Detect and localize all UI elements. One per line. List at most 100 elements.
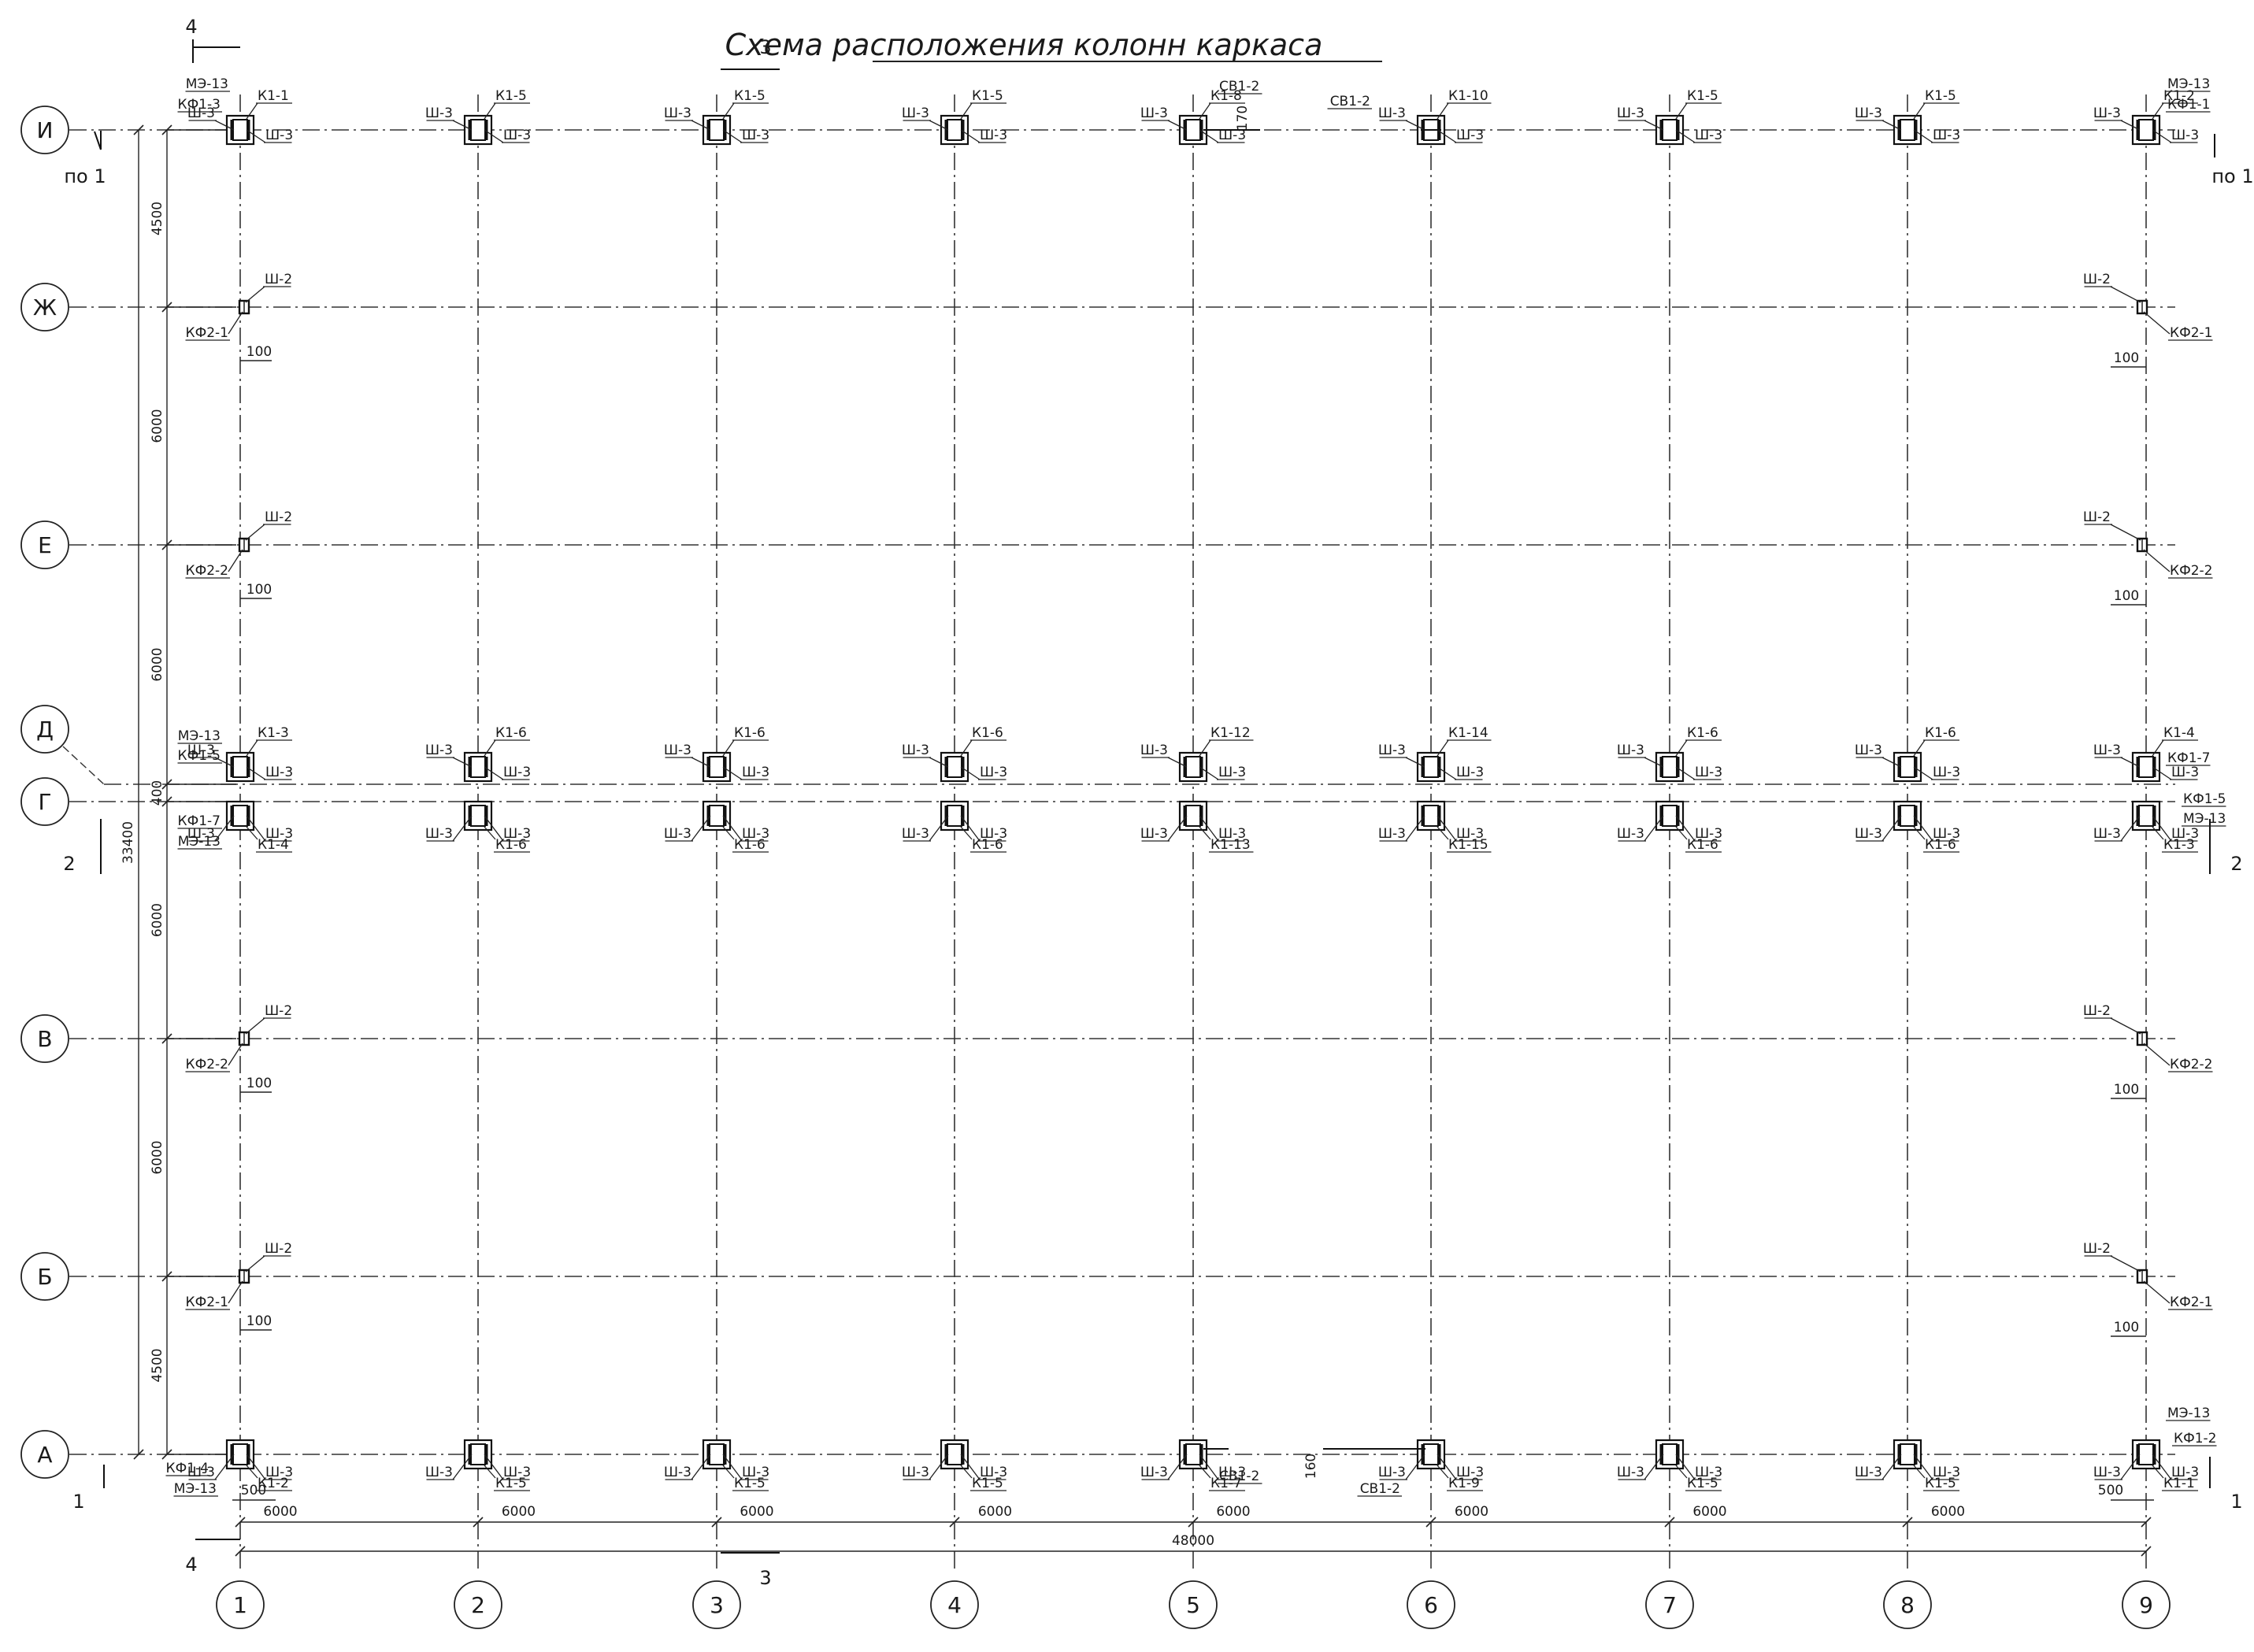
leader-line (1675, 826, 1688, 840)
brace-mark: СВ1-2 (1330, 94, 1370, 109)
column-Г-2 (463, 800, 493, 832)
leader-line (1881, 757, 1902, 768)
leader-line (1913, 129, 1933, 143)
axis-bubble-Е (20, 520, 69, 569)
bolt-mark: Ш-3 (980, 826, 1007, 842)
dim-tick (235, 1517, 246, 1528)
leader-line (2110, 286, 2141, 303)
axis-label-8: 8 (1900, 1592, 1915, 1618)
wind-column-Ж-9 (2136, 299, 2148, 315)
leader-line (2152, 1465, 2164, 1479)
leader-line (2152, 815, 2172, 842)
leader-line (484, 129, 504, 143)
leader-line (1675, 739, 1688, 757)
axis-bubble-Ж (20, 283, 69, 332)
column-section (1900, 805, 1915, 827)
bolt-mark: Ш-3 (2171, 765, 2199, 780)
bolt-mark: Ш-3 (1617, 1465, 1644, 1480)
leader-line (484, 766, 504, 780)
bolt-mark: Ш-3 (1855, 826, 1882, 842)
section-label-3-bottom: 3 (759, 1567, 771, 1589)
axis-label-Ж: Ж (33, 294, 57, 320)
axis-label-В: В (37, 1026, 52, 1052)
column-mark-Д-3: К1-6 (734, 725, 766, 741)
column-section (709, 805, 725, 827)
column-Г-4 (940, 800, 969, 832)
embed-mark: МЭ-13 (178, 728, 221, 744)
leader-line (722, 815, 743, 842)
wind-column-Е-1 (238, 537, 250, 553)
axis-bubble-4 (930, 1580, 979, 1629)
dim-tick (1664, 1517, 1675, 1528)
axis-bubble-6 (1407, 1580, 1455, 1629)
column-Г-3 (702, 800, 732, 832)
dim-text-y: 6000 (150, 409, 165, 443)
bolt-mark: Ш-3 (425, 106, 453, 121)
column-mark-И-6: К1-10 (1448, 88, 1488, 104)
bolt-mark: Ш-3 (425, 826, 453, 842)
leader-line (1405, 120, 1425, 131)
dim-tick (1188, 1517, 1199, 1528)
leader-line (1913, 1465, 1926, 1479)
column-А-8 (1893, 1439, 1922, 1470)
section-label-3-top: 3 (759, 36, 771, 58)
leader-line (960, 826, 973, 840)
column-mark-Д-7: К1-6 (1687, 725, 1718, 741)
bolt-mark: Ш-3 (265, 128, 293, 143)
leader-line (245, 1017, 265, 1035)
leader-line (2143, 549, 2171, 572)
dim-text-100: 100 (2114, 1320, 2139, 1335)
section-label: по 1 (64, 165, 106, 187)
dim-tick (2141, 1517, 2152, 1528)
leader-line (2110, 1017, 2141, 1035)
bolt-mark: Ш-3 (664, 1465, 691, 1480)
dim-tick (1425, 1517, 1437, 1528)
leader-line (452, 757, 473, 768)
leader-line (2120, 1454, 2141, 1480)
leader-line (246, 766, 266, 780)
leader-line (484, 739, 496, 757)
bolt-mark: Ш-3 (2171, 128, 2199, 143)
leader-line (929, 1454, 949, 1480)
wind-column-Ж-1 (238, 299, 250, 315)
leader-line (2152, 826, 2164, 840)
dim-tick (1902, 1517, 1913, 1528)
wind-column-mark: КФ2-2 (2170, 563, 2212, 579)
footing-mark: КФ1-5 (178, 748, 221, 764)
leader-line (1405, 1454, 1425, 1480)
dim-tick (235, 1546, 246, 1557)
column-mark-Д-2: К1-6 (495, 725, 527, 741)
leader-line (214, 120, 235, 131)
leader-line (1913, 766, 1933, 780)
dim-tick (133, 124, 144, 135)
bolt-mark: Ш-3 (2171, 826, 2199, 842)
bolt-mark: Ш-3 (664, 826, 691, 842)
dim-text-total-x: 48000 (1172, 1533, 1214, 1549)
axis-label-1: 1 (233, 1592, 247, 1618)
dim-text-100: 100 (247, 1076, 272, 1091)
bolt-mark: Ш-3 (265, 765, 293, 780)
column-Г-5 (1178, 800, 1208, 832)
leader-line (245, 1255, 265, 1272)
bolt-mark: Ш-3 (187, 106, 215, 121)
column-mark-Д-4: К1-6 (972, 725, 1003, 741)
embed-mark: МЭ-13 (2183, 811, 2226, 827)
leader-line (1437, 826, 1449, 840)
column-Г-6 (1416, 800, 1446, 832)
leader-line (2152, 129, 2172, 143)
dim-text-y: 6000 (150, 647, 165, 681)
dim-text-y: 6000 (150, 903, 165, 937)
bolt-mark: Ш-3 (1695, 765, 1722, 780)
leader-line (1644, 120, 1664, 131)
axis-bubble-Д (20, 705, 69, 754)
dim-tick (711, 1517, 722, 1528)
axis-bubble-Б (20, 1252, 69, 1301)
axis-label-4: 4 (947, 1592, 962, 1618)
bolt-mark: Ш-3 (1617, 826, 1644, 842)
axis-bubble-8 (1883, 1580, 1932, 1629)
column-Д-1 (225, 751, 255, 783)
bolt-mark: Ш-3 (1218, 1465, 1246, 1480)
bolt-mark: Ш-3 (1218, 128, 1246, 143)
column-Д-9 (2131, 751, 2161, 783)
